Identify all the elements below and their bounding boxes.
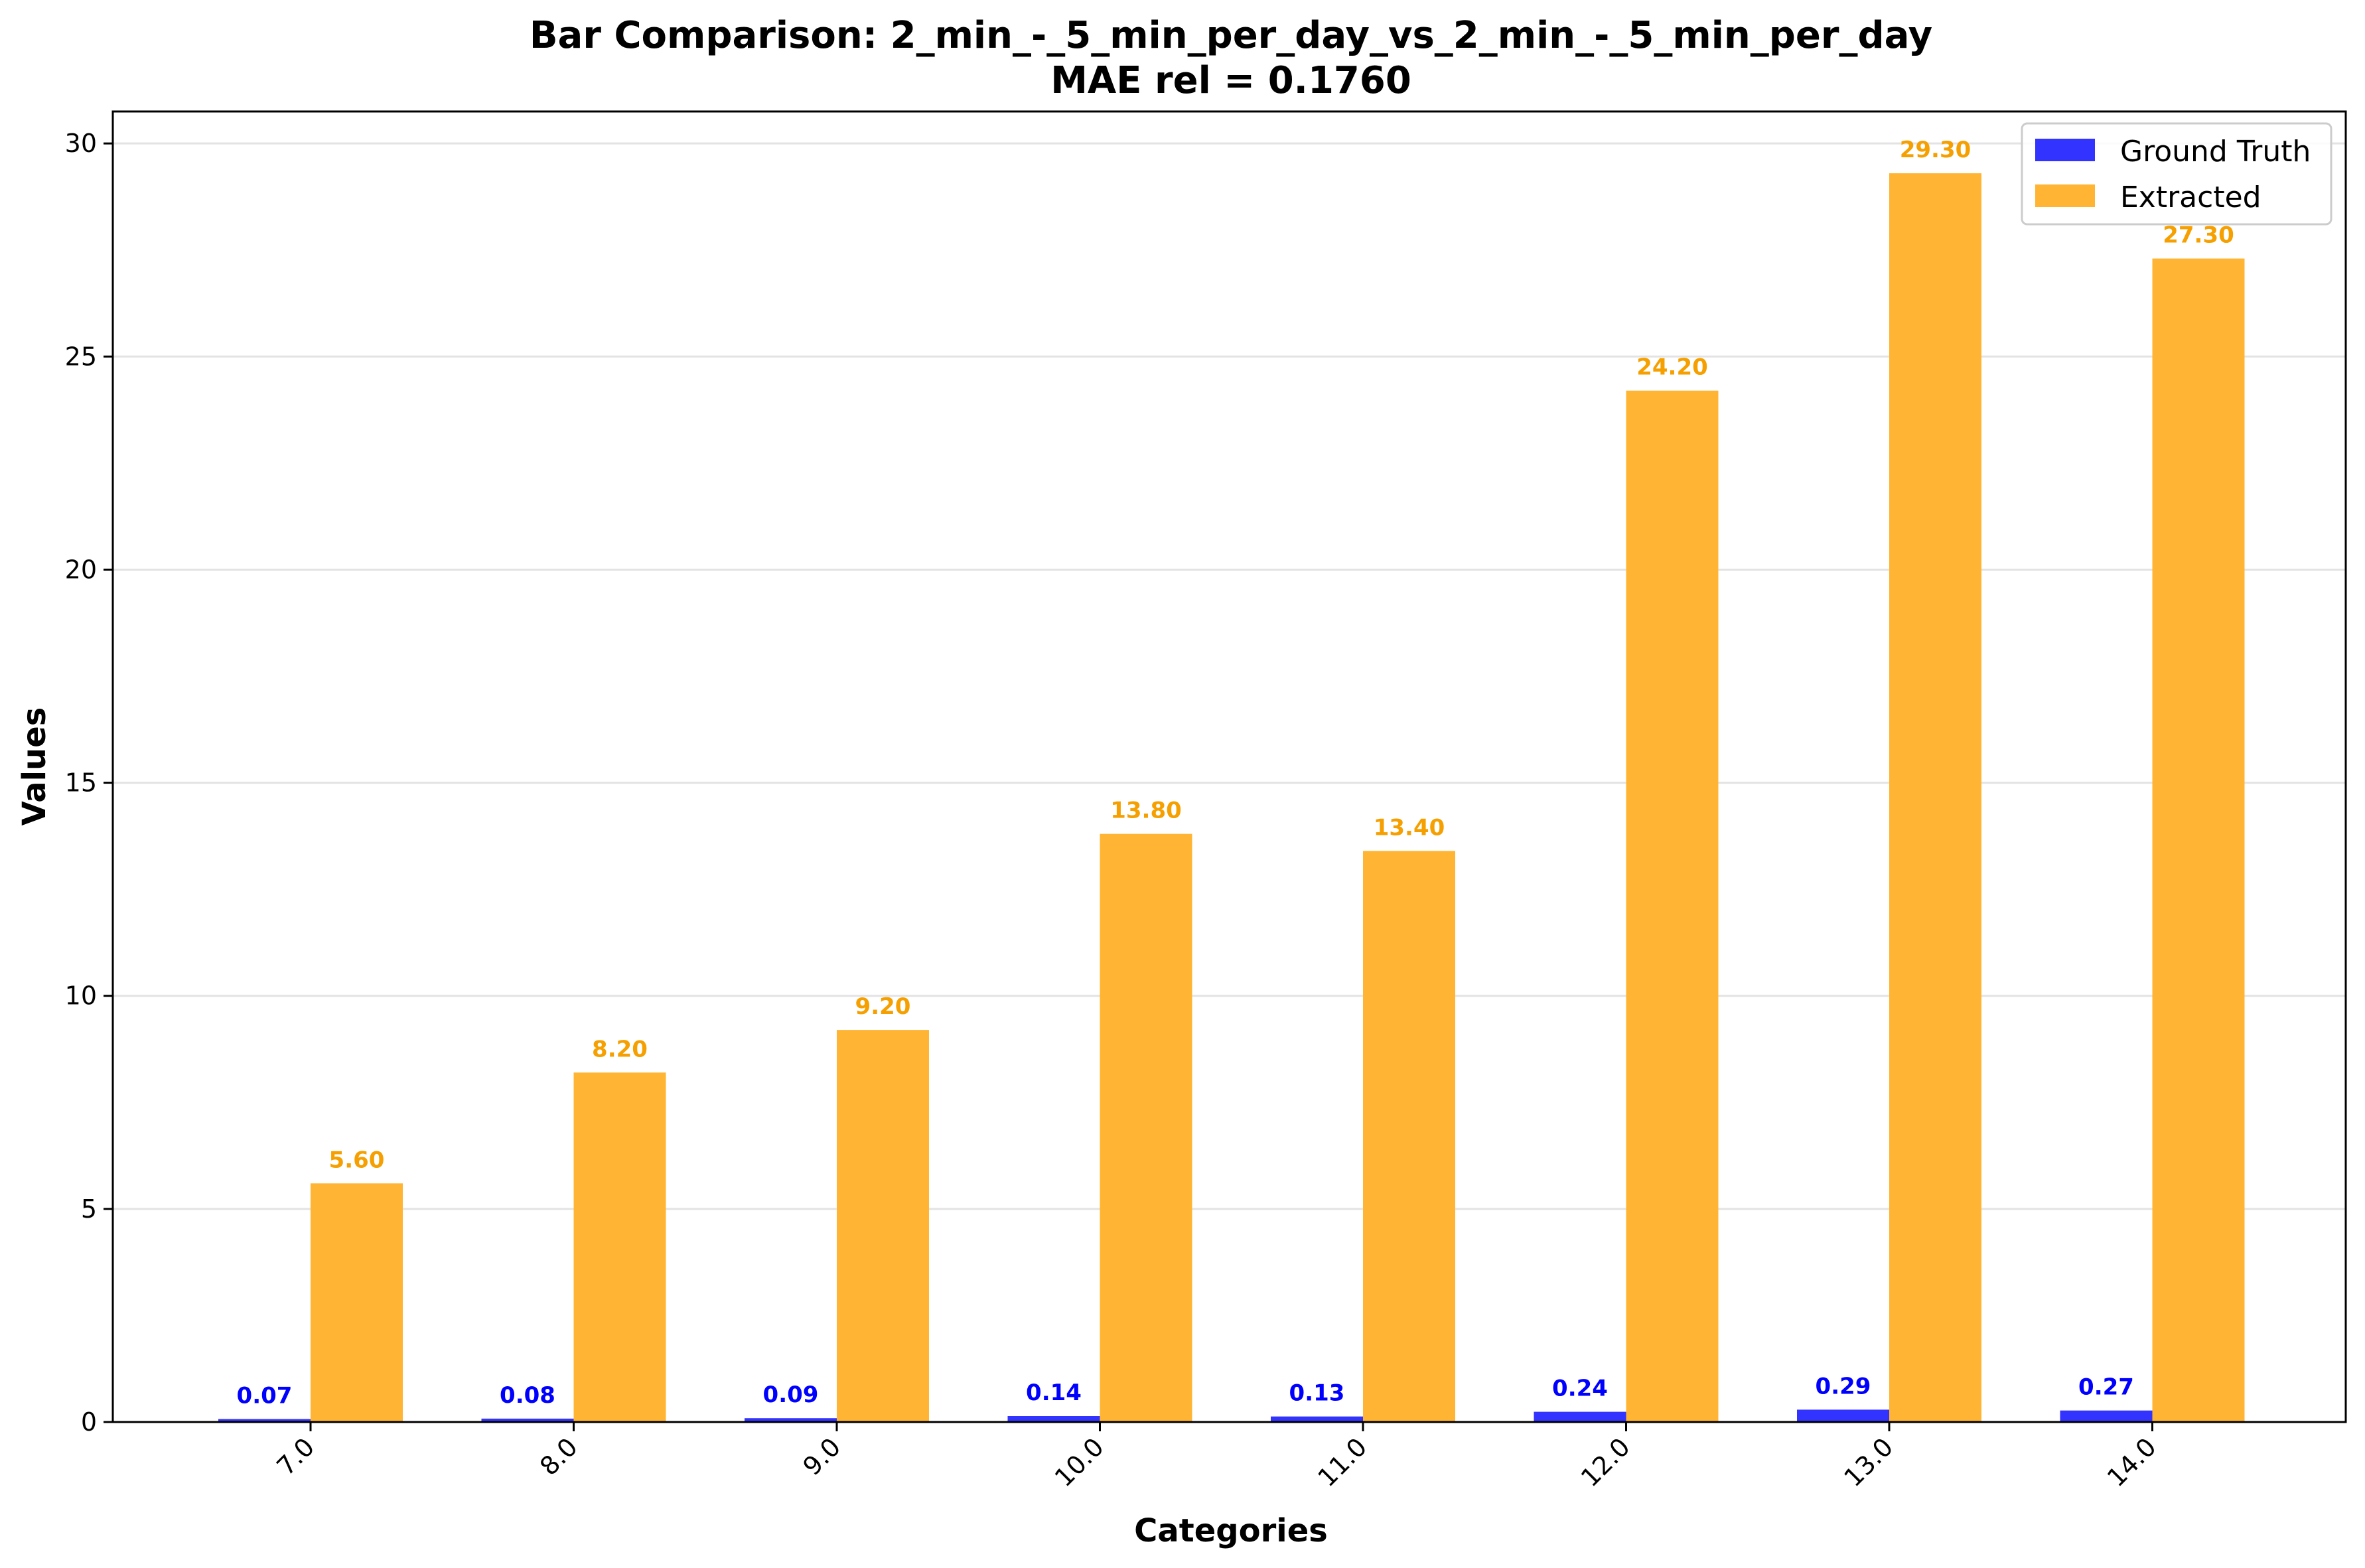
- x-axis-label: Categories: [1134, 1512, 1328, 1549]
- bar-extracted: [1363, 851, 1455, 1422]
- y-tick-label: 0: [81, 1407, 97, 1437]
- bar-ground-truth: [1007, 1416, 1100, 1422]
- data-label-extracted: 9.20: [855, 993, 911, 1020]
- y-tick-label: 25: [65, 342, 97, 371]
- legend: Ground Truth Extracted: [2021, 122, 2332, 226]
- y-tick-label: 5: [81, 1194, 97, 1224]
- y-tick-label: 30: [65, 129, 97, 158]
- y-axis-ticks: 0 5 10 15 20 25 30: [65, 129, 113, 1437]
- bars: [218, 173, 2245, 1423]
- gridlines: [113, 142, 2346, 1210]
- data-label-ground-truth: 0.09: [763, 1382, 819, 1408]
- bar-extracted: [1889, 173, 1981, 1422]
- data-label-ground-truth: 0.07: [237, 1383, 293, 1409]
- data-label-extracted: 13.80: [1110, 798, 1182, 824]
- bar-ground-truth: [218, 1419, 311, 1422]
- legend-label-ground-truth: Ground Truth: [2120, 135, 2311, 169]
- bar-extracted: [573, 1072, 666, 1422]
- data-label-ground-truth: 0.27: [2078, 1374, 2134, 1401]
- data-label-ground-truth: 0.24: [1552, 1376, 1608, 1402]
- bar-ground-truth: [481, 1418, 574, 1422]
- data-label-ground-truth: 0.29: [1816, 1373, 1871, 1399]
- bar-extracted: [311, 1183, 403, 1422]
- legend-swatch-extracted: [2035, 184, 2095, 207]
- bar-ground-truth: [1797, 1409, 1889, 1422]
- y-tick-label: 20: [65, 555, 97, 584]
- data-label-extracted: 27.30: [2163, 222, 2234, 249]
- data-label-ground-truth: 0.13: [1289, 1380, 1345, 1407]
- data-label-extracted: 8.20: [592, 1036, 648, 1062]
- y-tick-label: 15: [65, 768, 97, 798]
- data-label-ground-truth: 0.08: [500, 1382, 555, 1409]
- chart-subtitle: MAE rel = 0.1760: [1050, 59, 1411, 102]
- legend-swatch-ground-truth: [2035, 139, 2095, 161]
- data-label-extracted: 13.40: [1374, 814, 1445, 841]
- data-label-extracted: 29.30: [1900, 137, 1971, 163]
- bar-extracted: [2152, 258, 2245, 1423]
- data-labels: 0.07 0.08 0.09 0.14 0.13 0.24 0.29 0.27 5.60 8.20…: [237, 137, 2234, 1409]
- y-axis-label: Values: [16, 707, 53, 826]
- y-tick-label: 10: [65, 981, 97, 1011]
- legend-box: [2021, 122, 2332, 226]
- bar-ground-truth: [2060, 1410, 2153, 1422]
- data-label-ground-truth: 0.14: [1026, 1380, 1082, 1406]
- data-label-extracted: 5.60: [329, 1147, 385, 1173]
- bar-ground-truth: [1271, 1416, 1363, 1422]
- bar-ground-truth: [1534, 1411, 1626, 1422]
- plot-frame: [111, 110, 2347, 1423]
- data-label-extracted: 24.20: [1636, 354, 1708, 381]
- legend-label-extracted: Extracted: [2120, 180, 2261, 214]
- bar-ground-truth: [745, 1418, 837, 1422]
- bar-extracted: [837, 1030, 929, 1422]
- bar-extracted: [1626, 390, 1719, 1422]
- chart-title: Bar Comparison: 2_min_-_5_min_per_day_vs…: [530, 14, 1932, 57]
- bar-extracted: [1100, 833, 1192, 1422]
